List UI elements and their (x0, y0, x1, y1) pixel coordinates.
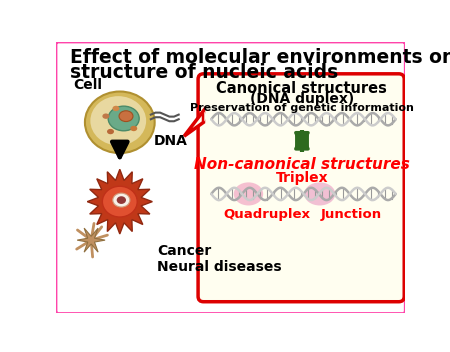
Text: Quadruplex: Quadruplex (223, 208, 310, 221)
Polygon shape (184, 111, 203, 136)
Ellipse shape (107, 129, 114, 134)
Text: Canonical structures: Canonical structures (216, 81, 387, 96)
Ellipse shape (234, 182, 263, 206)
Ellipse shape (102, 113, 109, 119)
Polygon shape (204, 112, 211, 121)
Ellipse shape (304, 182, 335, 206)
Text: Cell: Cell (73, 78, 102, 92)
Ellipse shape (90, 96, 146, 145)
Text: Preservation of genetic information: Preservation of genetic information (190, 103, 414, 113)
Ellipse shape (102, 186, 137, 217)
Ellipse shape (108, 106, 139, 131)
Ellipse shape (130, 126, 137, 131)
Text: Junction: Junction (320, 208, 381, 221)
FancyBboxPatch shape (54, 40, 407, 316)
Polygon shape (77, 228, 105, 252)
Text: Triplex: Triplex (275, 171, 328, 185)
Ellipse shape (119, 111, 133, 121)
Ellipse shape (112, 106, 119, 111)
Text: structure of nucleic acids: structure of nucleic acids (70, 63, 338, 82)
Ellipse shape (113, 193, 130, 207)
FancyBboxPatch shape (198, 74, 404, 302)
Ellipse shape (117, 196, 126, 204)
Text: Non-canonical structures: Non-canonical structures (194, 157, 410, 172)
Text: DNA: DNA (154, 134, 188, 148)
Text: Effect of molecular environments on the: Effect of molecular environments on the (70, 48, 450, 67)
Text: Cancer
Neural diseases: Cancer Neural diseases (157, 244, 282, 274)
Text: (DNA duplex): (DNA duplex) (250, 92, 354, 106)
Ellipse shape (85, 92, 155, 153)
Polygon shape (87, 169, 153, 234)
